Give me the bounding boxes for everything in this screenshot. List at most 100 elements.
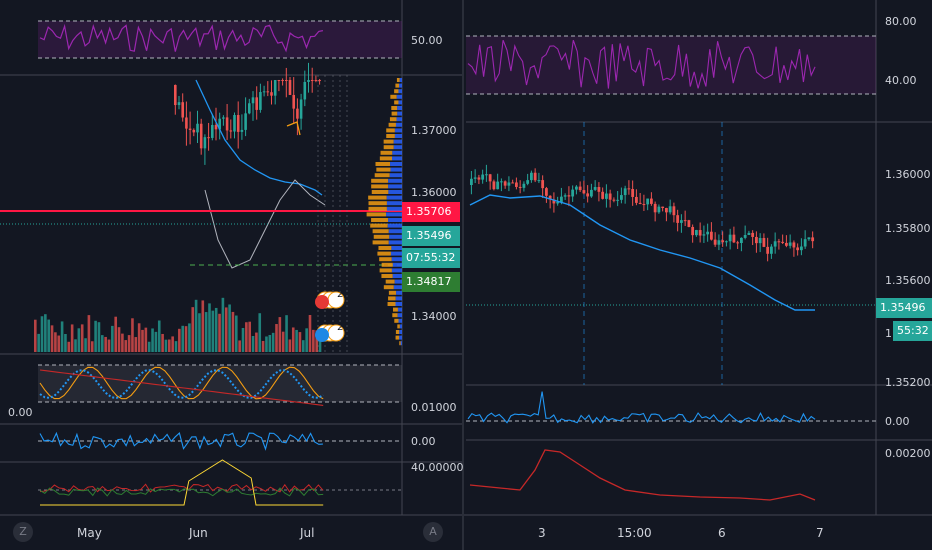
volume-bar bbox=[54, 332, 57, 352]
volume-bar bbox=[312, 329, 315, 352]
trend-line bbox=[39, 369, 324, 406]
volume-bar bbox=[198, 313, 201, 352]
volume-profile-bar bbox=[378, 246, 392, 250]
candle bbox=[177, 102, 181, 106]
right-rsi-line bbox=[467, 39, 816, 89]
volume-bar bbox=[117, 327, 121, 352]
candle bbox=[259, 92, 262, 110]
auto-scale-icon[interactable]: Z bbox=[13, 522, 33, 542]
candle bbox=[222, 117, 225, 119]
volume-bar bbox=[204, 312, 208, 352]
volume-bar bbox=[70, 324, 74, 352]
candle bbox=[687, 220, 691, 227]
candle bbox=[530, 172, 533, 181]
left-rsi-band bbox=[38, 21, 402, 58]
left-price-axis-label: 1.36000 bbox=[411, 186, 457, 199]
volume-profile-bar bbox=[381, 262, 393, 267]
candle bbox=[597, 187, 601, 192]
volume-bar bbox=[174, 341, 178, 352]
candle bbox=[728, 234, 732, 242]
right-current-price-label: 1.35496 bbox=[876, 298, 932, 318]
candle bbox=[188, 128, 192, 130]
left-ma-grey bbox=[204, 179, 326, 269]
volume-profile-bar bbox=[399, 335, 402, 340]
current-price-label-teal: 1.35496 bbox=[402, 226, 460, 246]
candle bbox=[199, 123, 203, 149]
volume-bar bbox=[90, 341, 94, 352]
volume-profile-bar bbox=[397, 313, 402, 318]
volume-profile-bar bbox=[397, 106, 402, 110]
volume-bar bbox=[238, 340, 241, 352]
volume-bar bbox=[164, 339, 168, 352]
volume-bar bbox=[104, 336, 107, 352]
volume-profile-bar bbox=[370, 223, 388, 228]
volume-bar bbox=[194, 299, 198, 352]
volume-bar bbox=[131, 318, 134, 352]
volume-bar bbox=[181, 325, 184, 352]
candle bbox=[755, 236, 758, 244]
volume-profile-bar bbox=[392, 274, 402, 278]
volume-profile-bar bbox=[392, 150, 402, 155]
volume-profile-bar bbox=[392, 307, 398, 312]
volume-profile-bar bbox=[389, 234, 402, 239]
candle bbox=[736, 242, 740, 244]
candle bbox=[796, 247, 800, 251]
candle bbox=[477, 177, 481, 180]
volume-bar bbox=[265, 336, 268, 352]
volume-bar bbox=[57, 335, 61, 352]
volume-bar bbox=[80, 324, 84, 352]
volume-bar bbox=[208, 303, 211, 352]
candle bbox=[214, 125, 218, 130]
volume-profile-bar bbox=[395, 330, 400, 334]
volume-profile-bar bbox=[391, 111, 398, 116]
candle bbox=[593, 187, 597, 190]
candle bbox=[233, 115, 236, 132]
volume-profile-bar bbox=[396, 78, 400, 82]
volume-bar bbox=[101, 335, 104, 352]
candle bbox=[668, 206, 672, 213]
volume-profile-bar bbox=[388, 122, 396, 127]
candle bbox=[218, 118, 221, 130]
volume-profile-bar bbox=[391, 106, 398, 110]
candle bbox=[507, 182, 511, 186]
right-osc-axis-label: 0.00 bbox=[885, 415, 910, 428]
candle bbox=[717, 240, 721, 245]
volume-profile-bar bbox=[390, 94, 397, 99]
right-price-axis-label: 1.35800 bbox=[885, 222, 931, 235]
volume-profile-bar bbox=[392, 313, 398, 318]
volume-bar bbox=[84, 338, 87, 352]
canada-flag-icon bbox=[315, 295, 329, 309]
candle bbox=[277, 80, 281, 81]
right-countdown-label: 55:32 bbox=[893, 321, 932, 341]
volume-profile-bar bbox=[380, 150, 393, 155]
right-x-label: 6 bbox=[718, 526, 726, 540]
candle bbox=[638, 202, 642, 205]
left-osc-axis-label: 0.01000 bbox=[411, 401, 457, 414]
candle bbox=[646, 198, 650, 205]
countdown-label: 07:55:32 bbox=[402, 248, 460, 268]
candle bbox=[318, 80, 321, 81]
volume-bar bbox=[295, 329, 298, 352]
candle bbox=[488, 174, 492, 182]
candle bbox=[616, 199, 620, 201]
volume-profile-bar bbox=[372, 229, 389, 234]
candle bbox=[251, 97, 255, 104]
candle bbox=[552, 199, 556, 204]
candle bbox=[262, 91, 266, 93]
auto-scale-icon[interactable]: A bbox=[423, 522, 443, 542]
right-price-axis-label: 1.35200 bbox=[885, 376, 931, 389]
volume-bar bbox=[241, 327, 245, 352]
volume-profile-bar bbox=[388, 218, 402, 222]
candle bbox=[500, 181, 503, 183]
volume-bar bbox=[291, 327, 295, 352]
volume-profile-bar bbox=[386, 195, 402, 200]
volume-bar bbox=[44, 314, 47, 352]
volume-profile-bar bbox=[395, 302, 402, 306]
volume-bar bbox=[235, 315, 238, 352]
volume-bar bbox=[107, 339, 111, 352]
volume-bar bbox=[275, 324, 278, 352]
candle bbox=[800, 246, 803, 251]
volume-profile-bar bbox=[388, 240, 402, 245]
